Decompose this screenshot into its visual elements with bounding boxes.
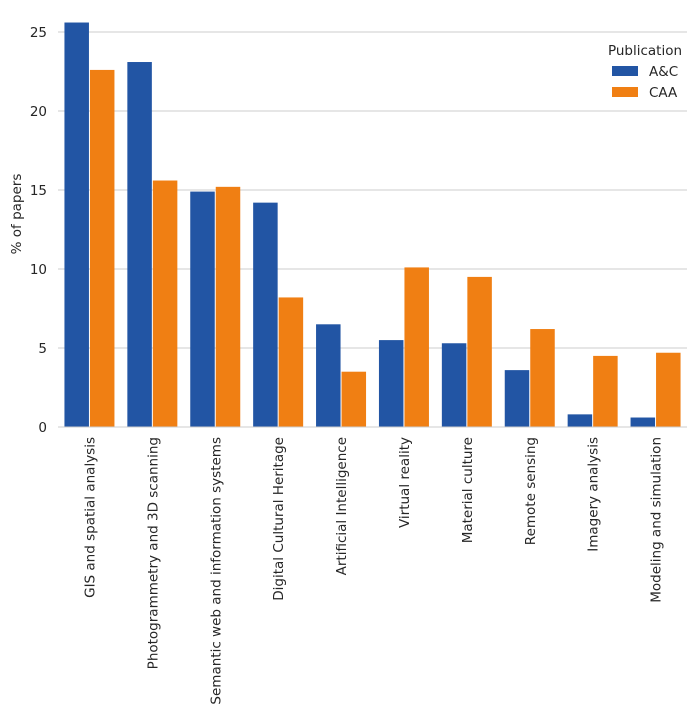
bar-ac-6 [378, 340, 404, 427]
x-tick-labels: GIS and spatial analysis Photogrammetry a… [82, 437, 664, 705]
bar-caa-4 [278, 297, 304, 427]
bar-ac-5 [316, 324, 341, 427]
gridlines [58, 31, 687, 349]
x-tick-label: Semantic web and information systems [208, 437, 224, 705]
bar-ac-10 [630, 417, 656, 427]
legend-label-ac: A&C [649, 64, 678, 80]
y-tick-label: 10 [30, 262, 47, 278]
legend-swatch-caa [612, 87, 638, 97]
bar-caa-7 [467, 276, 492, 427]
x-tick-label: Artificial Intelligence [334, 437, 350, 575]
bar-ac-9 [567, 414, 593, 427]
bar-caa-5 [341, 371, 367, 427]
bars [64, 22, 681, 428]
bar-ac-1 [64, 22, 89, 428]
legend-label-caa: CAA [649, 85, 678, 101]
bar-caa-6 [404, 267, 429, 427]
legend: Publication A&C CAA [608, 43, 682, 101]
y-axis-title: % of papers [9, 174, 25, 255]
x-tick-label: Modeling and simulation [649, 437, 665, 603]
x-tick-label: GIS and spatial analysis [82, 437, 98, 598]
y-tick-label: 25 [30, 25, 47, 41]
bar-ac-4 [253, 202, 278, 427]
bar-caa-3 [215, 186, 241, 427]
y-tick-label: 20 [30, 104, 47, 120]
x-tick-label: Virtual reality [397, 437, 413, 528]
y-tick-labels: 0 5 10 15 20 25 [30, 25, 47, 436]
x-tick-label: Digital Cultural Heritage [271, 437, 287, 601]
bar-ac-2 [127, 62, 152, 428]
y-tick-label: 5 [38, 341, 47, 357]
legend-swatch-ac [612, 66, 638, 76]
bar-caa-1 [89, 69, 115, 428]
x-tick-label: Material culture [460, 437, 476, 543]
bar-ac-8 [504, 370, 530, 427]
bar-caa-9 [593, 355, 618, 427]
bar-caa-8 [530, 329, 555, 427]
bar-ac-7 [441, 343, 467, 427]
y-tick-label: 0 [38, 420, 47, 436]
x-tick-label: Photogrammetry and 3D scanning [145, 437, 161, 669]
bar-caa-10 [656, 352, 681, 427]
bar-ac-3 [190, 191, 215, 427]
y-tick-label: 15 [30, 183, 47, 199]
bar-caa-2 [152, 180, 178, 427]
x-tick-label: Remote sensing [523, 437, 539, 545]
x-tick-label: Imagery analysis [586, 437, 602, 552]
legend-title: Publication [608, 43, 682, 59]
